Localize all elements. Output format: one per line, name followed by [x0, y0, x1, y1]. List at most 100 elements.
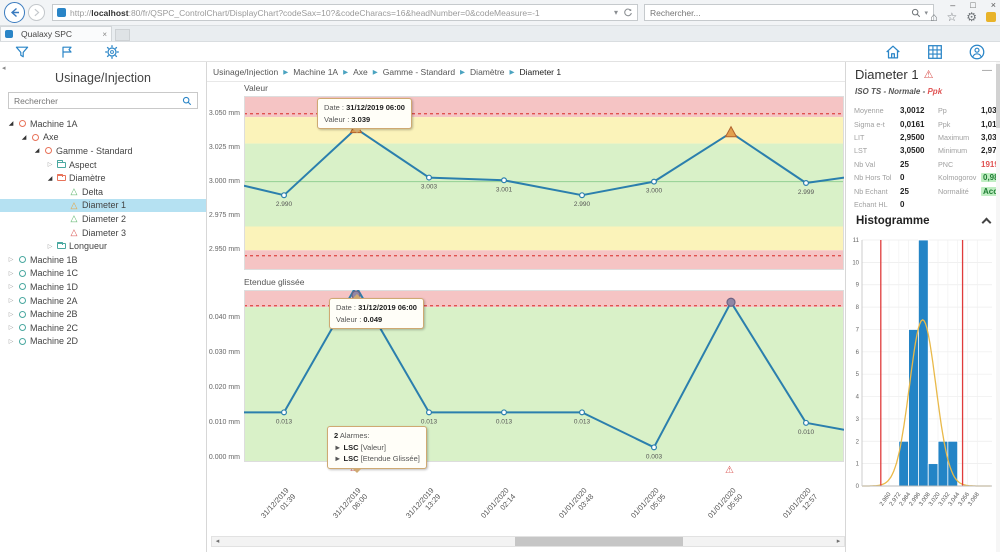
window-minimize-button[interactable]: –: [950, 0, 956, 10]
address-bar[interactable]: http://localhost:80/fr/QSPC_ControlChart…: [52, 4, 638, 21]
flag-button[interactable]: [59, 44, 75, 60]
breadcrumb-separator: ▶: [460, 68, 466, 76]
breadcrumb-item[interactable]: Diamètre: [470, 66, 505, 77]
alarm-marker[interactable]: [724, 125, 738, 138]
browser-settings-gear-icon[interactable]: ⚙: [966, 10, 977, 24]
tree-expander-icon[interactable]: ◢: [8, 121, 14, 128]
tree-item-aspect[interactable]: ▷ Aspect: [0, 158, 206, 172]
browser-home-icon[interactable]: ⌂: [930, 10, 938, 24]
gear-icon: [105, 44, 119, 59]
browser-back-button[interactable]: [4, 2, 25, 23]
sidebar-collapse-icon[interactable]: ◂: [2, 65, 6, 72]
breadcrumb-item[interactable]: Axe: [353, 66, 368, 77]
tree-item-label: Diameter 2: [82, 213, 127, 224]
scrollbar-thumb[interactable]: [996, 64, 1000, 128]
window-maximize-button[interactable]: □: [970, 0, 976, 10]
horizontal-scrollbar[interactable]: ◂ ▸: [211, 536, 845, 547]
tree-item-machine-1a[interactable]: ◢ Machine 1A: [0, 117, 206, 131]
browser-search-input[interactable]: [650, 7, 912, 18]
panel-vertical-scrollbar[interactable]: [996, 62, 1000, 552]
data-point[interactable]: [426, 174, 433, 181]
browser-search-box[interactable]: ▾: [644, 4, 934, 21]
alarm-marker[interactable]: [726, 297, 736, 307]
sidebar-search-box[interactable]: [8, 92, 198, 109]
home-button[interactable]: [884, 43, 902, 61]
favorites-star-icon[interactable]: ☆: [946, 10, 958, 24]
circle-icon: [42, 147, 54, 155]
tree-item-diameter-3[interactable]: △ Diameter 3: [0, 226, 206, 240]
tree-expander-icon[interactable]: ▷: [47, 162, 53, 169]
panel-collapse-icon[interactable]: —: [982, 65, 992, 76]
tree-expander-icon[interactable]: ◢: [47, 175, 53, 182]
tab-close-icon[interactable]: ×: [102, 29, 107, 39]
tree-item-machine-1c[interactable]: ▷ Machine 1C: [0, 267, 206, 281]
breadcrumb-item[interactable]: Diameter 1: [519, 66, 562, 77]
tree-item-machine-2b[interactable]: ▷ Machine 2B: [0, 307, 206, 321]
tree-item-machine-1b[interactable]: ▷ Machine 1B: [0, 253, 206, 267]
tab-qualaxy-spc[interactable]: Qualaxy SPC ×: [0, 26, 112, 41]
tree-expander-icon[interactable]: ◢: [21, 134, 27, 141]
breadcrumb-item[interactable]: Gamme - Standard: [382, 66, 456, 77]
data-point[interactable]: [501, 409, 508, 416]
sidebar-search-input[interactable]: [14, 95, 182, 106]
data-point[interactable]: [501, 177, 508, 184]
data-point[interactable]: [802, 419, 809, 426]
tree-expander-icon[interactable]: ▷: [8, 311, 14, 318]
apps-grid-button[interactable]: [926, 43, 944, 61]
breadcrumb-item[interactable]: Machine 1A: [293, 66, 339, 77]
tree-item-machine-2c[interactable]: ▷ Machine 2C: [0, 321, 206, 335]
y-axis-tick-label: 3.000 mm: [208, 177, 240, 185]
account-button[interactable]: [968, 43, 986, 61]
data-point[interactable]: [280, 409, 287, 416]
tree-item-machine-2d[interactable]: ▷ Machine 2D: [0, 335, 206, 349]
data-point[interactable]: [426, 409, 433, 416]
histogram-bar[interactable]: [918, 239, 929, 487]
tree-item-longueur[interactable]: ▷ Longueur: [0, 239, 206, 253]
chevron-up-icon[interactable]: [981, 217, 992, 228]
stat-value: 25: [900, 186, 909, 196]
alarm-warning-icon[interactable]: ⚠: [725, 465, 734, 476]
tree-item-diameter-1[interactable]: △ Diameter 1: [0, 198, 206, 213]
settings-button[interactable]: [104, 44, 120, 60]
notification-icon[interactable]: [986, 12, 996, 22]
flag-icon: [62, 46, 72, 58]
scroll-right-arrow[interactable]: ▸: [836, 538, 841, 545]
data-point[interactable]: [579, 409, 586, 416]
tree-expander-icon[interactable]: ▷: [47, 243, 53, 250]
tree-item-diameter-2[interactable]: △ Diameter 2: [0, 212, 206, 226]
tree-item-machine-1d[interactable]: ▷ Machine 1D: [0, 280, 206, 294]
window-close-button[interactable]: ×: [990, 0, 996, 10]
histogram-bar[interactable]: [927, 463, 939, 487]
tree-expander-icon[interactable]: ▷: [8, 284, 14, 291]
breadcrumb-item[interactable]: Usinage/Injection: [213, 66, 279, 77]
tree-expander-icon[interactable]: ▷: [8, 338, 14, 345]
search-dropdown-icon[interactable]: ▾: [924, 9, 928, 17]
browser-forward-button[interactable]: [28, 4, 45, 21]
histogram-bar[interactable]: [937, 440, 949, 487]
tree-item-axe[interactable]: ◢ Axe: [0, 131, 206, 145]
scroll-left-arrow[interactable]: ◂: [215, 538, 220, 545]
new-tab-button[interactable]: [115, 29, 130, 41]
chart-main-area: Usinage/Injection ▶ Machine 1A ▶ Axe ▶ Gamme -…: [207, 62, 845, 552]
tree-item-diam-tre[interactable]: ◢ Diamètre: [0, 171, 206, 185]
data-point[interactable]: [802, 179, 809, 186]
filter-button[interactable]: [14, 44, 30, 60]
scrollbar-thumb[interactable]: [515, 537, 683, 546]
data-point[interactable]: [651, 444, 658, 451]
search-icon[interactable]: [911, 8, 921, 18]
tree-expander-icon[interactable]: ▷: [8, 298, 14, 305]
tree-expander-icon[interactable]: ▷: [8, 270, 14, 277]
tree-item-gamme-standard[interactable]: ◢ Gamme - Standard: [0, 144, 206, 158]
tree-expander-icon[interactable]: ◢: [34, 148, 40, 155]
refresh-icon[interactable]: [623, 8, 633, 18]
data-point[interactable]: [280, 192, 287, 199]
data-point[interactable]: [579, 192, 586, 199]
tree-expander-icon[interactable]: ▷: [8, 257, 14, 264]
scrollbar-track[interactable]: [223, 537, 833, 546]
url-dropdown-icon[interactable]: ▾: [613, 8, 618, 17]
tree-item-delta[interactable]: △ Delta: [0, 185, 206, 199]
tree-expander-icon[interactable]: ▷: [8, 325, 14, 332]
tree-item-label: Machine 1A: [30, 118, 78, 129]
tree-item-machine-2a[interactable]: ▷ Machine 2A: [0, 294, 206, 308]
data-point[interactable]: [651, 178, 658, 185]
